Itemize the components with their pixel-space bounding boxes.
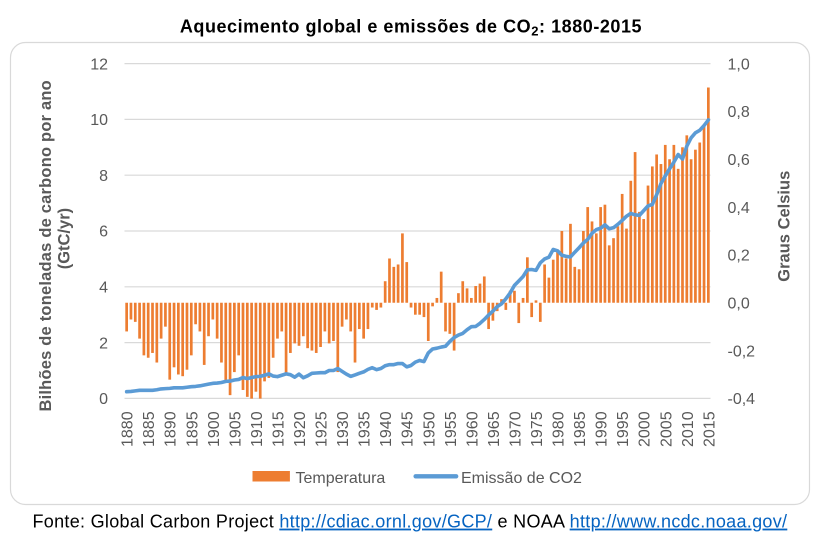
svg-text:4: 4 — [99, 280, 108, 297]
svg-text:1980: 1980 — [551, 411, 568, 447]
svg-text:-0,2: -0,2 — [728, 343, 756, 360]
svg-text:2000: 2000 — [637, 411, 654, 447]
svg-text:1975: 1975 — [529, 411, 546, 447]
svg-text:Bilhões de toneladas de carbon: Bilhões de toneladas de carbono por ano — [37, 80, 55, 411]
svg-text:0,2: 0,2 — [728, 248, 750, 265]
svg-text:1915: 1915 — [270, 411, 287, 447]
svg-text:1910: 1910 — [249, 411, 266, 447]
svg-text:Fonte: Global Carbon Project h: Fonte: Global Carbon Project http://cdia… — [33, 512, 788, 532]
svg-text:1985: 1985 — [572, 411, 589, 447]
svg-text:1990: 1990 — [594, 411, 611, 447]
svg-text:1880: 1880 — [120, 411, 137, 447]
svg-text:2: 2 — [99, 335, 108, 352]
svg-text:2015: 2015 — [701, 411, 718, 447]
svg-text:Temperatura: Temperatura — [296, 470, 386, 487]
svg-text:1945: 1945 — [400, 411, 417, 447]
svg-text:(GtC/yr): (GtC/yr) — [55, 208, 73, 269]
svg-text:-0,4: -0,4 — [728, 391, 756, 408]
svg-text:1895: 1895 — [184, 411, 201, 447]
svg-text:1905: 1905 — [227, 411, 244, 447]
svg-text:1940: 1940 — [378, 411, 395, 447]
svg-text:10: 10 — [90, 112, 108, 129]
svg-text:0,6: 0,6 — [728, 152, 750, 169]
svg-text:1960: 1960 — [464, 411, 481, 447]
svg-text:2010: 2010 — [680, 411, 697, 447]
svg-text:1935: 1935 — [357, 411, 374, 447]
svg-text:0,4: 0,4 — [728, 200, 750, 217]
svg-text:1920: 1920 — [292, 411, 309, 447]
svg-text:1955: 1955 — [443, 411, 460, 447]
svg-text:0,0: 0,0 — [728, 295, 750, 312]
svg-text:Graus Celsius: Graus Celsius — [775, 171, 793, 282]
svg-text:12: 12 — [90, 56, 108, 73]
svg-text:1890: 1890 — [163, 411, 180, 447]
svg-text:1970: 1970 — [507, 411, 524, 447]
svg-text:1925: 1925 — [314, 411, 331, 447]
svg-text:1930: 1930 — [335, 411, 352, 447]
svg-text:8: 8 — [99, 168, 108, 185]
svg-text:1,0: 1,0 — [728, 56, 750, 73]
svg-text:6: 6 — [99, 224, 108, 241]
svg-text:0,8: 0,8 — [728, 104, 750, 121]
svg-text:0: 0 — [99, 391, 108, 408]
svg-text:1885: 1885 — [141, 411, 158, 447]
svg-text:Aquecimento global e emissões: Aquecimento global e emissões de CO2: 18… — [180, 16, 642, 38]
svg-text:2005: 2005 — [658, 411, 675, 447]
svg-text:Emissão de CO2: Emissão de CO2 — [461, 470, 582, 487]
svg-text:1995: 1995 — [615, 411, 632, 447]
svg-text:1965: 1965 — [486, 411, 503, 447]
svg-text:1900: 1900 — [206, 411, 223, 447]
svg-text:1950: 1950 — [421, 411, 438, 447]
